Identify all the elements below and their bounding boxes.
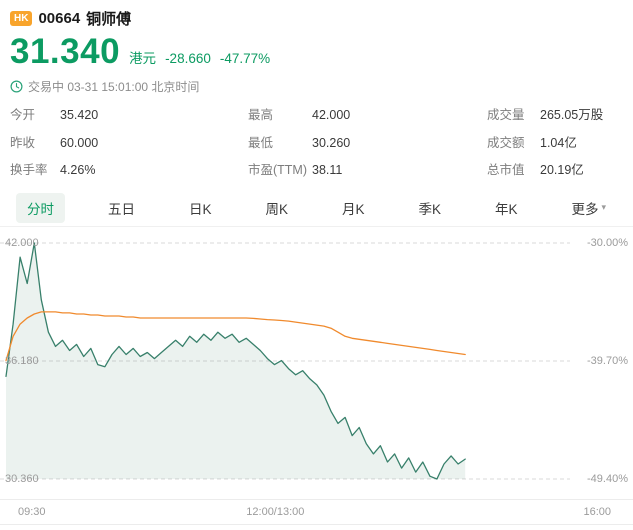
stat-label: 今开 — [10, 108, 36, 122]
stat-label: 最低 — [248, 135, 274, 150]
tab-label: 季K — [418, 201, 441, 217]
price-line — [5, 242, 466, 480]
stat-value: 35.420 — [60, 108, 99, 122]
y-axis-pct-label-mid: -39.70% — [587, 354, 628, 367]
y-axis-label-mid: 36.180 — [5, 354, 39, 367]
stat-label: 总市值 — [487, 163, 525, 178]
trading-status-text: 交易中 03-31 15:01:00 北京时间 — [28, 80, 200, 94]
clock-icon — [10, 80, 23, 93]
stat-turnover-rate: 换手率 4.26% — [10, 163, 248, 179]
tab-more[interactable]: 更多 ▾ — [560, 193, 617, 223]
stat-label: 成交量 — [487, 108, 525, 122]
current-price: 31.340 — [10, 32, 121, 71]
tab-label: 日K — [188, 201, 212, 217]
tab-label: 分时 — [27, 201, 54, 217]
stat-label: 成交额 — [487, 135, 525, 150]
stock-name: 铜师傅 — [86, 11, 132, 28]
tab-week-k[interactable]: 周K — [254, 193, 299, 223]
header: HK 00664 铜师傅 31.340 港元 -28.660 -47.77% 交… — [0, 0, 633, 95]
stat-value: 38.11 — [312, 163, 343, 178]
tab-label: 周K — [265, 201, 288, 217]
y-axis-label-high: 42.000 — [5, 236, 39, 249]
stat-label: 市盈(TTM) — [248, 163, 308, 178]
intraday-chart-svg — [0, 242, 570, 480]
market-badge: HK — [10, 11, 33, 26]
tab-month-k[interactable]: 月K — [331, 193, 376, 223]
price-area-fill — [6, 242, 466, 479]
price-row: 31.340 港元 -28.660 -47.77% — [10, 32, 623, 72]
stat-value: 20.19亿 — [540, 163, 584, 178]
trading-status: 交易中 03-31 15:01:00 北京时间 — [10, 78, 623, 95]
tab-label: 年K — [494, 201, 518, 217]
tab-quarter-k[interactable]: 季K — [407, 193, 452, 223]
y-axis-pct-label-high: -30.00% — [587, 236, 628, 249]
stat-label: 换手率 — [10, 163, 48, 178]
tab-label: 五日 — [107, 201, 135, 217]
tab-label: 更多 — [571, 201, 599, 217]
gridlines — [0, 242, 570, 480]
x-axis-label-midday: 12:00/13:00 — [246, 505, 305, 518]
x-axis: 09:30 12:00/13:00 16:00 — [0, 498, 633, 525]
stats-grid: 今开 35.420 最高 42.000 成交量 265.05万股 昨收 60.0… — [0, 95, 633, 179]
stat-pe-ttm: 市盈(TTM) 38.11 — [248, 163, 487, 179]
x-axis-label-open: 09:30 — [18, 505, 46, 518]
y-axis-label-low: 30.360 — [5, 472, 39, 485]
stat-value: 265.05万股 — [540, 108, 604, 122]
stat-value: 1.04亿 — [540, 135, 577, 150]
price-change: -28.660 — [165, 51, 211, 66]
stat-low: 最低 30.260 — [248, 136, 487, 152]
stat-high: 最高 42.000 — [248, 108, 487, 124]
x-axis-label-close: 16:00 — [583, 505, 611, 518]
stat-label: 昨收 — [10, 135, 36, 150]
tab-intraday[interactable]: 分时 — [16, 192, 65, 223]
title-row: HK 00664 铜师傅 — [10, 8, 623, 29]
tab-label: 月K — [341, 201, 365, 217]
stat-market-cap: 总市值 20.19亿 — [487, 163, 633, 179]
y-axis-pct-label-low: -49.40% — [587, 472, 628, 485]
intraday-chart[interactable]: 42.000 36.180 30.360 -30.00% -39.70% -49… — [0, 227, 633, 499]
stat-value: 60.000 — [60, 135, 99, 150]
tab-day-k[interactable]: 日K — [178, 193, 223, 223]
stat-value: 4.26% — [60, 163, 96, 178]
stat-value: 42.000 — [312, 108, 351, 122]
stat-label: 最高 — [248, 108, 274, 122]
tab-year-k[interactable]: 年K — [484, 193, 529, 223]
chevron-down-icon: ▾ — [601, 202, 606, 213]
chart-period-tabs: 分时 五日 日K 周K 月K 季K 年K 更多 ▾ — [0, 190, 633, 227]
currency-label: 港元 — [129, 51, 157, 66]
stat-volume: 成交量 265.05万股 — [487, 108, 633, 124]
tab-5day[interactable]: 五日 — [97, 193, 146, 223]
price-change-percent: -47.77% — [219, 51, 271, 66]
stat-turnover: 成交额 1.04亿 — [487, 136, 633, 152]
stat-value: 30.260 — [312, 135, 351, 150]
average-price-line — [5, 311, 466, 362]
stock-code: 00664 — [38, 10, 81, 27]
stat-open: 今开 35.420 — [10, 108, 248, 124]
stat-prev-close: 昨收 60.000 — [10, 136, 248, 152]
